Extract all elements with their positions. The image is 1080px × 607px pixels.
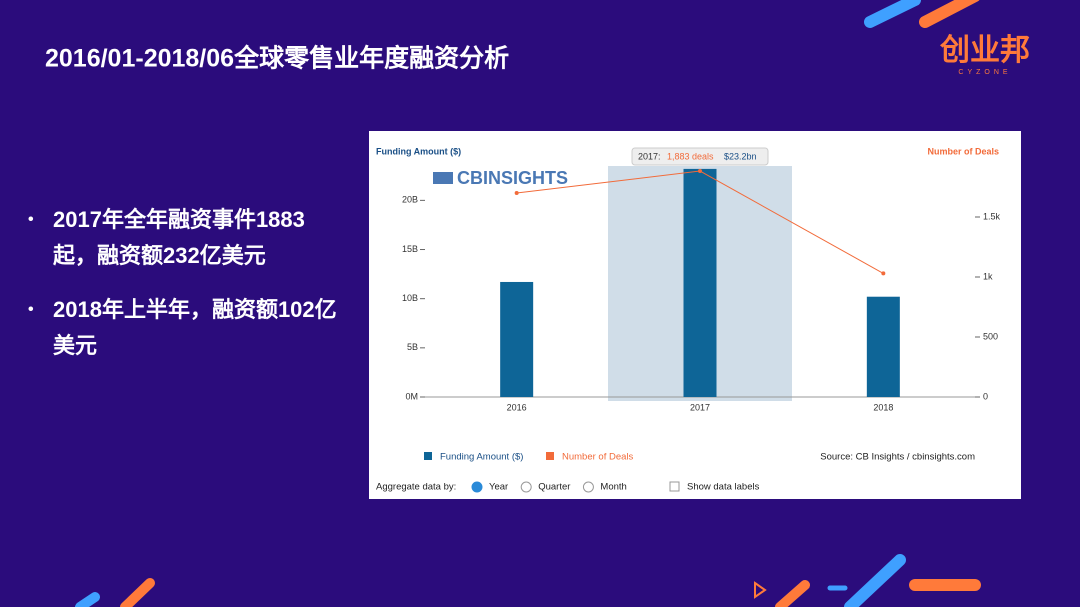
radio[interactable] bbox=[471, 481, 483, 493]
slide-title: 2016/01-2018/06全球零售业年度融资分析 bbox=[45, 44, 509, 73]
logo-sub: CYZONE bbox=[958, 69, 1011, 76]
bar bbox=[683, 168, 717, 397]
aggregate-label: Aggregate data by: bbox=[376, 482, 456, 493]
legend: Funding Amount ($) Number of Deals bbox=[424, 452, 634, 463]
legend-label: Funding Amount ($) bbox=[440, 452, 523, 463]
y2-tick-label: 0 bbox=[983, 391, 988, 401]
y-tick-label: 0M bbox=[405, 391, 418, 401]
y2-tick-label: 1k bbox=[983, 271, 993, 281]
y2-tick-label: 1.5k bbox=[983, 211, 1001, 221]
legend-label: Number of Deals bbox=[562, 452, 634, 463]
decor bbox=[75, 0, 981, 607]
radio[interactable] bbox=[582, 481, 594, 493]
data-labels-toggle[interactable]: Show data labels bbox=[687, 482, 760, 493]
y-tick-label: 20B bbox=[402, 195, 418, 205]
point bbox=[698, 169, 702, 174]
bar bbox=[500, 281, 534, 397]
bullet: 2018年上半年，融资额102亿美元 bbox=[28, 292, 340, 364]
y-axis-title: Funding Amount ($) bbox=[376, 146, 461, 156]
y2-tick-label: 500 bbox=[983, 331, 998, 341]
tooltip-amount: $23.2bn bbox=[724, 151, 757, 161]
brand: CBINSIGHTS bbox=[457, 168, 568, 188]
x-tick-label: 2018 bbox=[873, 402, 893, 412]
y-tick-label: 5B bbox=[407, 342, 418, 352]
source: Source: CB Insights / cbinsights.com bbox=[820, 452, 975, 463]
radio-label[interactable]: Month bbox=[600, 482, 626, 493]
tooltip-deals: 1,883 deals bbox=[667, 151, 714, 161]
y2-axis-title: Number of Deals bbox=[927, 146, 999, 156]
brand-icon bbox=[433, 172, 453, 184]
controls: Year Quarter Month bbox=[471, 481, 627, 493]
legend-swatch bbox=[546, 452, 554, 460]
point bbox=[514, 191, 519, 195]
x-tick-label: 2017 bbox=[690, 402, 710, 412]
tooltip-box bbox=[631, 147, 769, 166]
checkbox[interactable] bbox=[669, 481, 680, 492]
x-tick-label: 2016 bbox=[507, 402, 527, 412]
bullet: 2017年全年融资事件1883起，融资额232亿美元 bbox=[28, 202, 340, 274]
point bbox=[881, 271, 886, 276]
radio[interactable] bbox=[520, 481, 532, 493]
tooltip-label: 2017: bbox=[638, 151, 661, 161]
y-tick-label: 10B bbox=[402, 293, 418, 303]
radio-label[interactable]: Quarter bbox=[538, 482, 570, 493]
y-tick-label: 15B bbox=[402, 244, 418, 254]
legend-swatch bbox=[424, 452, 432, 460]
radio-label[interactable]: Year bbox=[489, 482, 508, 493]
logo: 创业邦 bbox=[939, 34, 1030, 67]
plot: 0M 5B 10B 15B 20B 0 500 1k 1.5k 2016 2017 2018 bbox=[402, 168, 1001, 412]
bar bbox=[866, 296, 900, 397]
